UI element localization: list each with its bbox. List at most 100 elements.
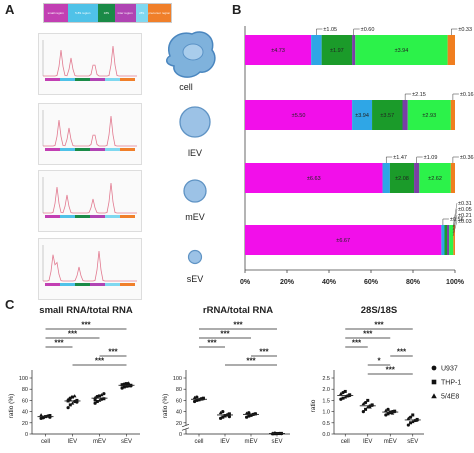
stacked-bar-segment (414, 163, 420, 193)
bar-x-tick-label: 40% (322, 279, 337, 286)
data-point (386, 412, 390, 416)
bar-sd-label: ±4.73 (271, 48, 285, 54)
data-point (72, 394, 77, 398)
scatter-x-tick-label: mEV (93, 439, 106, 445)
trace-region-band (45, 78, 60, 81)
bar-sd-label: ±3.57 (380, 113, 394, 119)
data-point (411, 413, 415, 417)
stacked-bar-segment (372, 100, 403, 130)
data-point (129, 384, 133, 388)
scatter-title: small RNA/total RNA (39, 305, 133, 316)
significance-stars: *** (54, 339, 64, 348)
data-point (368, 405, 372, 409)
sev-illustration (187, 249, 203, 265)
scatter-title: rRNA/total RNA (203, 305, 273, 316)
scatter-y-tick-label: 40 (22, 410, 28, 416)
trace-region-band (105, 283, 120, 286)
scatter-y-tick-label: 0 (179, 432, 182, 438)
panel-label-c: C (5, 297, 15, 312)
stacked-bar-segment (321, 35, 353, 65)
trace-region-band (120, 78, 135, 81)
bar-x-tick-label: 20% (280, 279, 295, 286)
bar-sd-label: ±1.97 (330, 48, 344, 54)
trace-line (43, 45, 137, 77)
stacked-bar-segment (245, 100, 353, 130)
stacked-bar-segment (444, 225, 448, 255)
bar-sd-label: ±0.05 (458, 207, 472, 213)
bar-sd-label: ±0.56 (450, 217, 464, 223)
scatter-x-tick-label: lEV (363, 439, 372, 445)
scatter-x-tick-label: lEV (68, 439, 77, 445)
data-point (75, 398, 79, 402)
axis-break-mark (181, 427, 190, 431)
stacked-bar-segment (453, 225, 455, 255)
bar-sd-label: ±6.63 (307, 176, 321, 182)
trace-region-band (120, 148, 135, 151)
label-lev: lEV (187, 148, 202, 158)
electropherogram-mev (38, 170, 142, 232)
data-point (201, 397, 205, 401)
significance-stars: *** (108, 348, 118, 357)
data-point (410, 419, 415, 424)
trace-region-band (60, 215, 75, 218)
data-point (70, 401, 75, 405)
stacked-bar-segment (311, 35, 322, 65)
significance-stars: *** (81, 321, 91, 330)
data-point (218, 410, 223, 415)
stacked-bar-chart: 0% 20% 40% 60% 80% 100% ±4.73 ±1.05 ±1.97 ±0.60 ±3… (240, 26, 474, 286)
legend-label: THP-1 (441, 380, 461, 387)
scatter-y-tick-label: 100 (19, 376, 28, 382)
bar-sd-label: ±3.94 (395, 48, 409, 54)
data-point (341, 396, 345, 400)
small-rna-scatter-chart: small RNA/total RNA***************020406… (8, 305, 140, 445)
annotation-leader (452, 202, 458, 228)
bar-sd-label: ±5.50 (292, 113, 306, 119)
significance-stars: * (377, 357, 381, 366)
stacked-bar-segment (441, 225, 445, 255)
bar-sd-label: ±2.15 (412, 92, 426, 98)
data-point (406, 416, 411, 420)
legend-region-precursor: precursor region (147, 4, 172, 22)
data-point (384, 408, 388, 412)
data-point (339, 391, 343, 396)
stacked-bar-segment (355, 35, 448, 65)
lev-illustration (179, 106, 211, 138)
data-point (227, 415, 231, 419)
data-point (413, 418, 417, 422)
scatter-y-tick-label: 80 (176, 387, 182, 393)
scatter-x-tick-label: sEV (407, 439, 418, 445)
bar-sd-label: ±1.05 (323, 27, 337, 33)
data-point (71, 395, 74, 399)
data-point (253, 412, 257, 416)
bar-sd-label: ±1.47 (393, 155, 407, 161)
data-point (68, 398, 73, 402)
stacked-bar-segment (450, 100, 455, 130)
mev-illustration (183, 179, 207, 203)
data-point (249, 413, 253, 417)
trace-region-band (105, 215, 120, 218)
data-point (227, 412, 231, 416)
legend-region-18s: 18S (98, 4, 115, 22)
trace-region-band (75, 215, 90, 218)
legend-region-small: small region (44, 4, 68, 22)
scatter-x-tick-label: cell (194, 439, 203, 445)
trace-line (43, 115, 137, 147)
trace-region-band (105, 148, 120, 151)
scatter-x-tick-label: cell (341, 439, 350, 445)
trace-region-band (60, 148, 75, 151)
data-point (95, 400, 99, 404)
data-point (221, 410, 225, 414)
data-point (409, 421, 413, 425)
bar-sd-label: ±0.21 (458, 213, 472, 219)
trace-region-band (90, 148, 105, 151)
bar-x-tick-label: 60% (364, 279, 379, 286)
stacked-bar-segment (447, 35, 455, 65)
scatter-x-tick-label: sEV (271, 439, 282, 445)
bar-sd-label: ±0.60 (361, 27, 375, 33)
bar-sd-label: ±0.03 (458, 219, 472, 225)
trace-region-band (45, 215, 60, 218)
stacked-bar-segment (449, 225, 454, 255)
trace-region-band (75, 283, 90, 286)
trace-region-band (105, 78, 120, 81)
trace-region-band (90, 283, 105, 286)
